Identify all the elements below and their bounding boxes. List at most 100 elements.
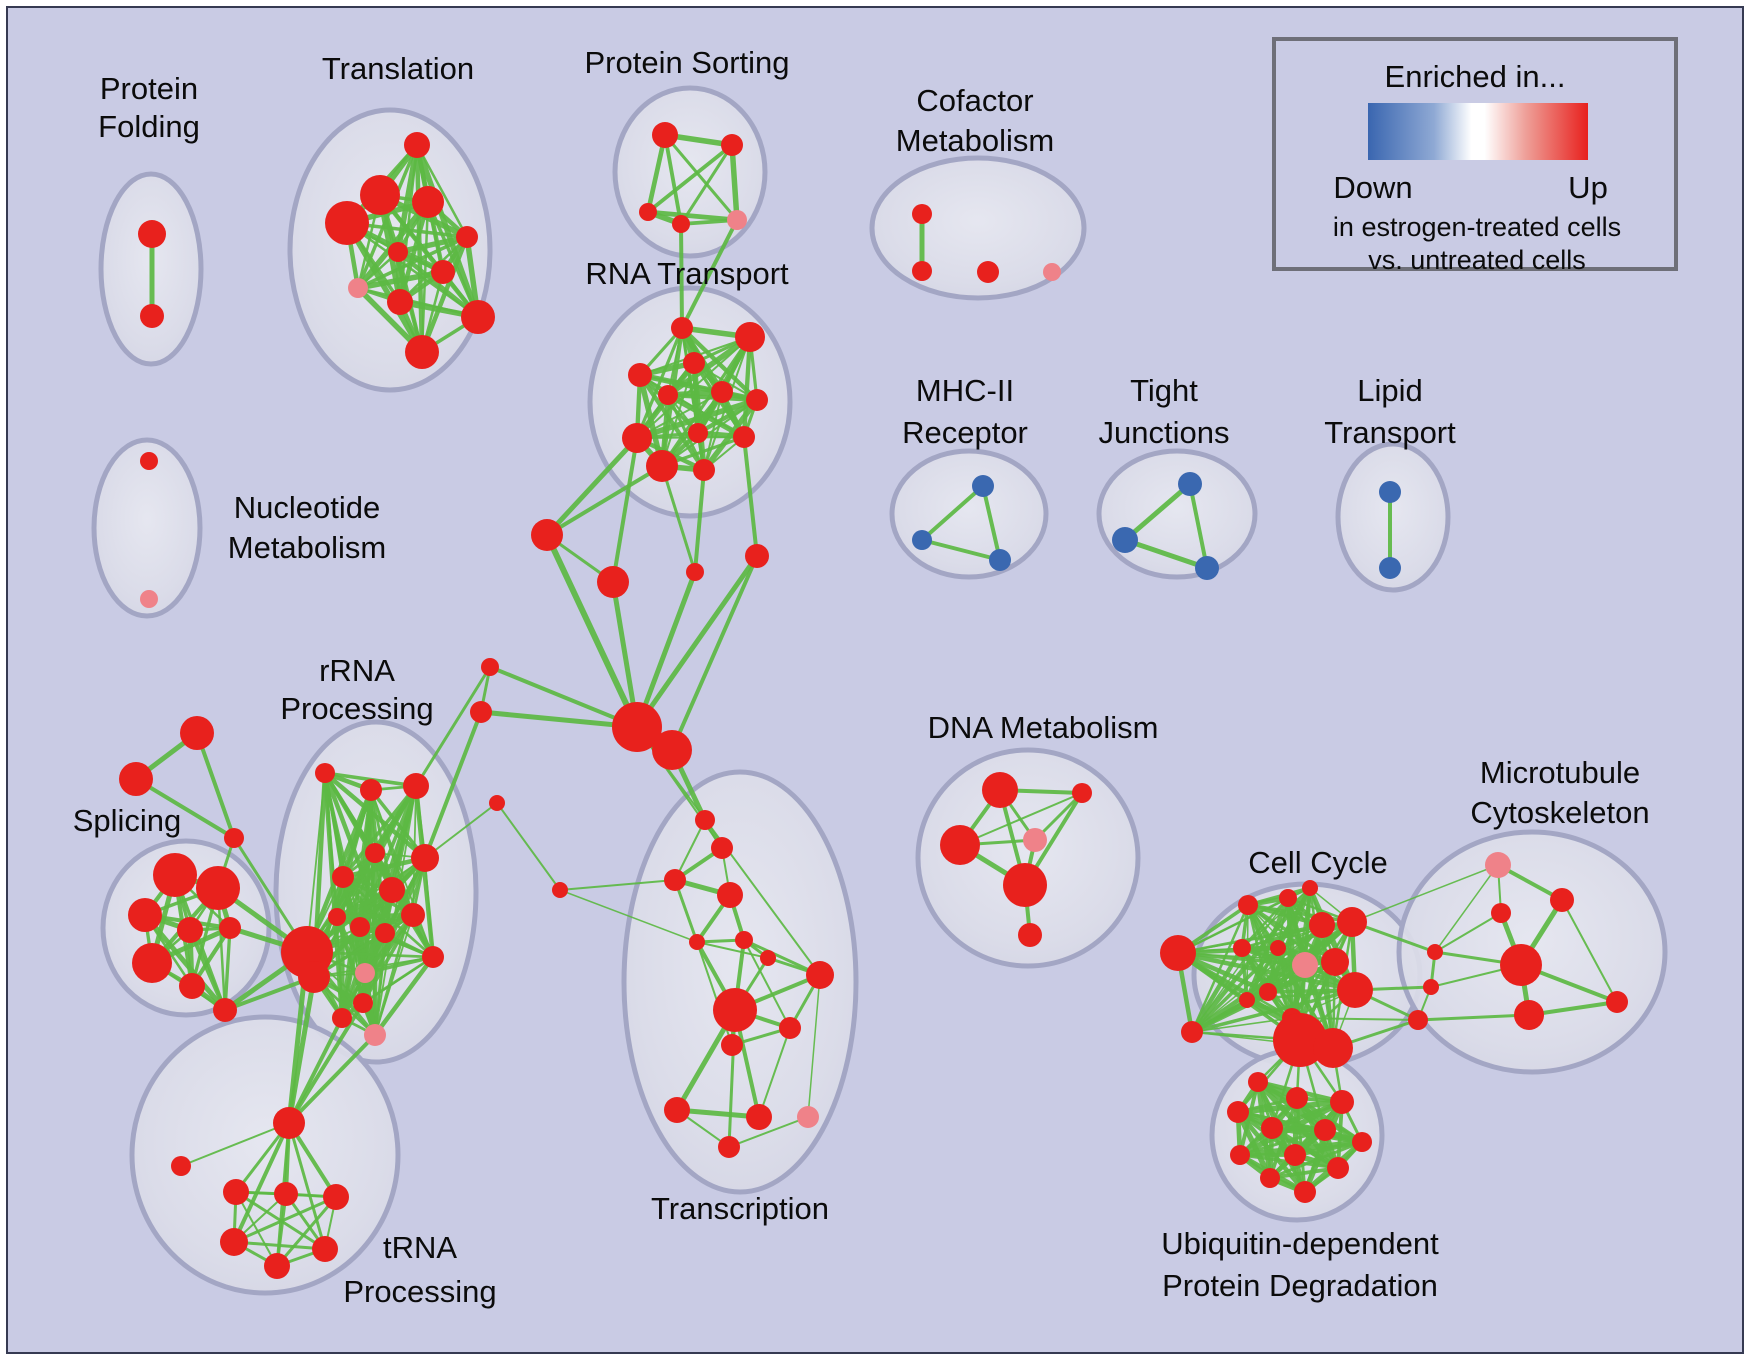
connectors-edge: [488, 665, 639, 729]
connectors-edge: [559, 879, 676, 891]
connectors-edge: [478, 709, 640, 730]
rna_transport-node-3: [628, 363, 652, 387]
microtubule_cytoskeleton-node-4: [1514, 1000, 1544, 1030]
cell_cycle-edge: [1247, 904, 1306, 966]
splicing-node-3: [177, 917, 203, 943]
dna_metabolism-label: DNA Metabolism: [928, 710, 1159, 745]
legend-subtitle-line1: in estrogen-treated cells: [1332, 212, 1622, 242]
ubiquitin_degradation-label: Ubiquitin-dependent Protein Degradation: [1161, 1226, 1439, 1303]
ubiquitin_degradation-node-5: [1314, 1119, 1336, 1141]
cell_cycle-edge: [1246, 886, 1312, 907]
ubiquitin_degradation-node-3: [1227, 1101, 1249, 1123]
mhc_ii_receptor-node-1: [912, 530, 932, 550]
microtubule_cytoskeleton-node-1: [1550, 888, 1574, 912]
protein_folding-node-0: [138, 220, 166, 248]
connectors-to-rrna_processing-edge: [414, 665, 492, 788]
rrna_processing-node-10: [401, 903, 425, 927]
rrna_processing-edge: [340, 855, 428, 880]
rrna_processing-edge: [424, 857, 434, 958]
connectors-node-1: [597, 566, 629, 598]
cell_cycle-edge: [1191, 1017, 1293, 1033]
rrna_processing-edge: [361, 913, 415, 1005]
tight_junctions-node-2: [1195, 556, 1219, 580]
connectors-node-5: [652, 730, 692, 770]
cell_cycle-node-8: [1337, 907, 1367, 937]
translation-node-3: [325, 201, 369, 245]
rna_transport-edge: [693, 362, 758, 401]
translation-edge: [395, 234, 470, 255]
cell_cycle-edge: [1265, 885, 1313, 995]
translation-label: Translation: [322, 51, 474, 86]
transcription-label: Transcription: [651, 1191, 829, 1226]
transcription-node-0: [689, 934, 705, 950]
dna_metabolism-node-3: [1023, 828, 1047, 852]
splicing_outliers-node-0: [180, 716, 214, 750]
trna_processing-node-5: [312, 1236, 338, 1262]
microtubule_cytoskeleton-node-7: [1423, 979, 1439, 995]
cell_cycle-node-16: [1302, 880, 1318, 896]
rrna_processing-edge: [334, 912, 416, 920]
translation-node-0: [404, 132, 430, 158]
connectors-node-3: [745, 544, 769, 568]
cell_cycle-edge: [1307, 885, 1358, 993]
translation-edge: [344, 220, 425, 355]
rrna_processing-edge: [362, 912, 416, 976]
rna_transport-to-connectors-edge: [660, 464, 697, 574]
cofactor_metabolism-label: Cofactor Metabolism: [896, 83, 1055, 158]
connectors-node-9: [552, 882, 568, 898]
trna_processing-edge: [232, 1240, 327, 1251]
rrna_processing-node-4: [332, 866, 354, 888]
microtubule_cytoskeleton-edge: [1434, 864, 1499, 953]
dna_metabolism-ellipse: [915, 747, 1141, 969]
connectors-edge: [674, 819, 706, 881]
microtubule_cytoskeleton-node-0: [1485, 852, 1511, 878]
mhc_ii_receptor-ellipse: [889, 448, 1049, 580]
dna_metabolism-node-4: [1003, 863, 1047, 907]
protein_sorting-to-rna_transport-edge: [679, 222, 684, 330]
rrna_processing-node-7: [328, 908, 346, 926]
rna_transport-to-connectors-edge: [545, 464, 664, 537]
rrna_processing-node-13: [332, 1008, 352, 1028]
lipid_transport-node-0: [1379, 481, 1401, 503]
connectors-node-13: [717, 882, 743, 908]
transcription-edge: [696, 941, 769, 959]
cell_cycle-to-microtubule_cytoskeleton-edge: [1351, 864, 1499, 923]
mhc_ii_receptor-node-0: [972, 475, 994, 497]
tight_junctions-label: Tight Junctions: [1099, 373, 1230, 450]
mhc_ii_receptor-node-2: [989, 549, 1011, 571]
ubiquitin_degradation-node-9: [1327, 1157, 1349, 1179]
nucleotide_metabolism-node-1: [140, 590, 158, 608]
trna_processing-to-rrna_processing-edge: [287, 1016, 344, 1125]
translation-edge: [395, 249, 481, 320]
trna_processing-to-rrna_processing-edge: [287, 1033, 377, 1125]
protein_folding-node-1: [140, 304, 164, 328]
rrna_processing-node-2: [403, 773, 429, 799]
nucleotide_metabolism-ellipse: [91, 437, 203, 619]
cell_cycle-edge: [1190, 903, 1250, 1034]
tight_junctions-edge: [1188, 482, 1209, 570]
lipid_transport-node-1: [1379, 557, 1401, 579]
tight_junctions-node-0: [1178, 472, 1202, 496]
protein_sorting-edge: [663, 133, 683, 226]
microtubule_cytoskeleton-label: Microtubule Cytoskeleton: [1470, 755, 1649, 830]
cell_cycle-edge: [1241, 887, 1311, 949]
microtubule_cytoskeleton-edge: [1561, 899, 1618, 1003]
cell_cycle-node-5: [1270, 940, 1286, 956]
cell_cycle-edge: [1244, 922, 1325, 1003]
cell_cycle-node-1: [1181, 1021, 1203, 1043]
ubiquitin_degradation-edge: [1292, 1139, 1365, 1158]
transcription-edge: [743, 939, 791, 1029]
connectors-node-4: [612, 702, 662, 752]
connectors-node-2: [686, 563, 704, 581]
cell_cycle-node-2: [1238, 895, 1258, 915]
ubiquitin_degradation-node-10: [1260, 1168, 1280, 1188]
legend-subtitle-line2: vs. untreated cells: [1368, 245, 1586, 275]
dna_metabolism-node-2: [1072, 783, 1092, 803]
cell_cycle-node-9: [1259, 983, 1277, 1001]
rrna_processing-node-12: [353, 993, 373, 1013]
trna_processing-node-6: [264, 1253, 290, 1279]
lipid_transport-label: Lipid Transport: [1324, 373, 1456, 450]
splicing-node-5: [132, 943, 172, 983]
microtubule_cytoskeleton-node-6: [1427, 944, 1443, 960]
ubiquitin_degradation-edge: [1235, 1099, 1345, 1115]
